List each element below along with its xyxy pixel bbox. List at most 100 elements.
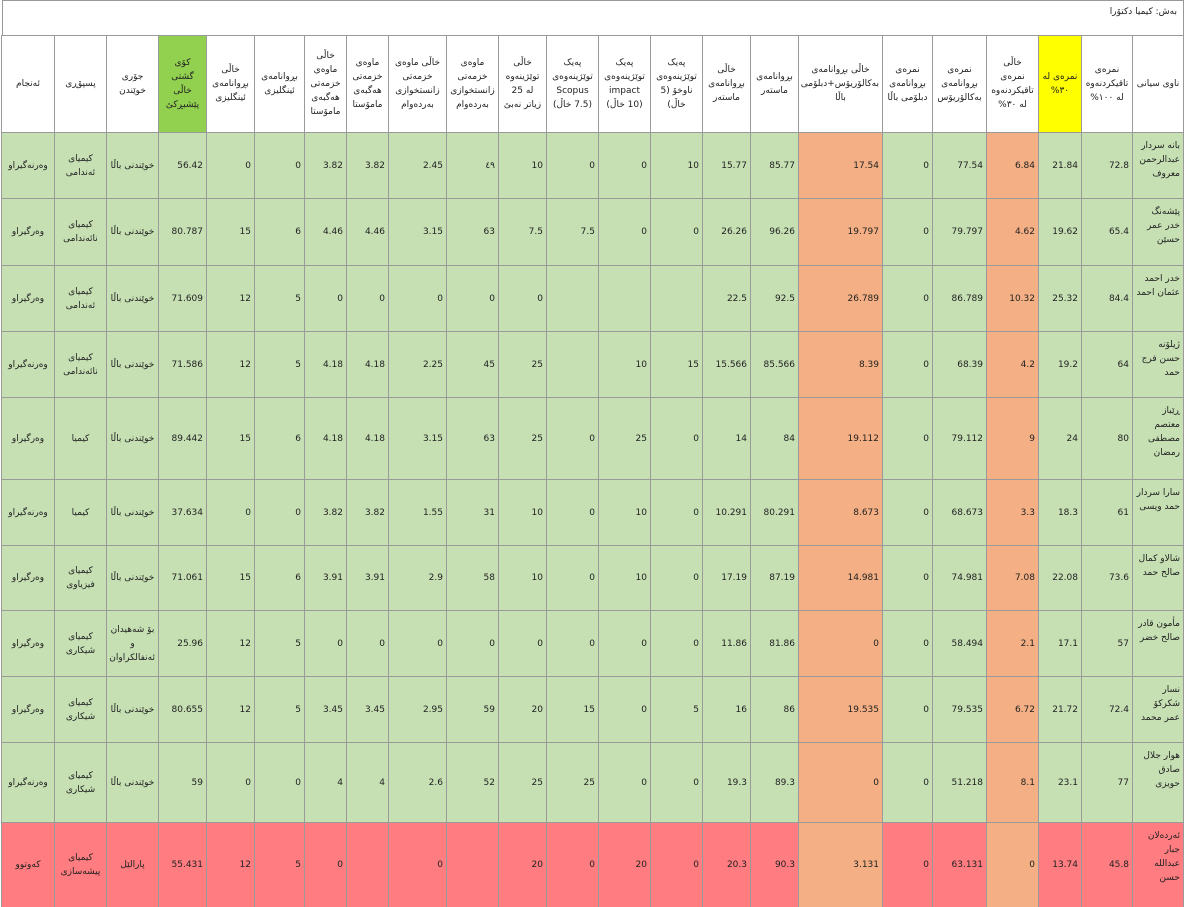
table-cell: 6: [254, 397, 305, 480]
column-header: ماوەی خزمەتی هەگبەی مامۆستا: [346, 35, 389, 133]
table-cell: 12: [206, 676, 255, 743]
table-cell: 4.46: [346, 198, 389, 266]
table-cell: 4.18: [304, 331, 347, 398]
table-cell: 17.54: [798, 132, 883, 199]
table-cell: 4.18: [346, 397, 389, 480]
table-cell: 10.291: [702, 479, 751, 546]
results-table: ناوی سیانی نمرەی تاقیکردنەوە لە ١٠٠% نمرەی…: [1, 35, 1184, 907]
table-cell: 19.3: [702, 742, 751, 823]
column-header: ماوەی خزمەتی زانستخوازی بەردەوام: [446, 35, 499, 133]
column-header: خاڵی ماوەی خزمەتی زانستخوازی بەردەوام: [388, 35, 447, 133]
table-cell: 64: [1081, 331, 1133, 398]
table-cell: 52: [446, 742, 499, 823]
table-cell: 5: [254, 331, 305, 398]
name-cell: سارا سردار حمد ویسی: [1132, 479, 1184, 546]
table-cell: 5: [254, 610, 305, 677]
table-cell: 0: [546, 822, 599, 907]
table-cell: 73.6: [1081, 545, 1133, 611]
table-cell: 14: [702, 397, 751, 480]
column-header: بڕوانامەی ماستەر: [750, 35, 799, 133]
table-cell: 10: [598, 331, 651, 398]
table-cell: 0: [598, 610, 651, 677]
table-cell: 17.19: [702, 545, 751, 611]
table-cell: وەرنەگیراو: [1, 479, 55, 546]
table-cell: 0: [546, 610, 599, 677]
name-cell: هوار جلال صادق حویزی: [1132, 742, 1184, 823]
table-cell: 9: [986, 397, 1039, 480]
table-cell: 3.15: [388, 397, 447, 480]
table-cell: خوێندنی باڵا: [106, 479, 159, 546]
table-cell: 0: [798, 610, 883, 677]
name-cell: نسار شکرکۆ عمر محمد: [1132, 676, 1184, 743]
table-cell: 0: [650, 742, 703, 823]
table-cell: 63: [446, 397, 499, 480]
table-cell: 2.45: [388, 132, 447, 199]
table-cell: 0: [798, 742, 883, 823]
table-cell: 3.3: [986, 479, 1039, 546]
table-cell: خوێندنی باڵا: [106, 331, 159, 398]
table-cell: 10: [598, 479, 651, 546]
table-cell: 0: [882, 397, 933, 480]
table-cell: 25: [546, 742, 599, 823]
table-cell: 0: [346, 265, 389, 332]
table-cell: 58: [446, 545, 499, 611]
table-cell: 0: [498, 265, 547, 332]
table-cell: 77.54: [932, 132, 987, 199]
table-cell: 0: [650, 397, 703, 480]
name-cell: پێشەنگ خدر عمر حسێن: [1132, 198, 1184, 266]
table-cell: 84: [750, 397, 799, 480]
table-cell: 0: [598, 676, 651, 743]
table-cell: 0: [206, 742, 255, 823]
table-cell: 0: [388, 610, 447, 677]
table-cell: 5: [254, 265, 305, 332]
table-cell: 2.9: [388, 545, 447, 611]
column-header: نمرەی بڕوانامەی بەکالۆریۆس: [932, 35, 987, 133]
table-cell: 10: [498, 545, 547, 611]
table-cell: خوێندنی باڵا: [106, 676, 159, 743]
table-cell: 72.8: [1081, 132, 1133, 199]
table-cell: 6.84: [986, 132, 1039, 199]
table-cell: 71.586: [158, 331, 207, 398]
table-row: خدر احمد عثمان احمد 84.4 25.32 10.32 86.789 0…: [1, 265, 1184, 332]
table-cell: 12: [206, 610, 255, 677]
name-cell: شالاو کمال صالح حمد: [1132, 545, 1184, 611]
table-cell: 11.86: [702, 610, 751, 677]
table-cell: خوێندنی باڵا: [106, 132, 159, 199]
name-cell: ڕێباز معتصم مصطفی رمضان: [1132, 397, 1184, 480]
table-cell: 14.981: [798, 545, 883, 611]
table-cell: 0: [882, 479, 933, 546]
table-cell: 0: [446, 610, 499, 677]
table-cell: 86: [750, 676, 799, 743]
table-row: ژیلۆنە حسن فرج حمد 64 19.2 4.2 68.39 0 8.39 85.…: [1, 331, 1184, 398]
table-cell: 10: [498, 132, 547, 199]
table-cell: 10: [498, 479, 547, 546]
table-cell: خوێندنی باڵا: [106, 545, 159, 611]
table-cell: 15.566: [702, 331, 751, 398]
table-cell: 57: [1081, 610, 1133, 677]
table-cell: 20: [498, 822, 547, 907]
table-cell: 12: [206, 265, 255, 332]
table-cell: 1.55: [388, 479, 447, 546]
table-cell: 0: [304, 610, 347, 677]
table-cell: 0: [254, 742, 305, 823]
table-cell: بۆ شەهیدان و ئەنفالکراوان: [106, 610, 159, 677]
table-cell: 20.3: [702, 822, 751, 907]
table-cell: 10.32: [986, 265, 1039, 332]
table-cell: 4.18: [304, 397, 347, 480]
table-cell: کیمیای شیکاری: [54, 742, 107, 823]
table-cell: 0: [650, 545, 703, 611]
table-cell: کیمیای شیکاری: [54, 610, 107, 677]
table-cell: 79.112: [932, 397, 987, 480]
table-cell: 0: [882, 676, 933, 743]
table-cell: 68.39: [932, 331, 987, 398]
table-cell: 4.46: [304, 198, 347, 266]
table-cell: 0: [206, 132, 255, 199]
column-header: جۆری خوێندن: [106, 35, 159, 133]
table-cell: 12: [206, 822, 255, 907]
table-cell: 3.91: [346, 545, 389, 611]
table-cell: 87.19: [750, 545, 799, 611]
column-header: خاڵی ماوەی خزمەتی هەگبەی مامۆستا: [304, 35, 347, 133]
column-header: ناوی سیانی: [1132, 35, 1184, 133]
table-cell: 22.08: [1038, 545, 1082, 611]
table-cell: 2.95: [388, 676, 447, 743]
